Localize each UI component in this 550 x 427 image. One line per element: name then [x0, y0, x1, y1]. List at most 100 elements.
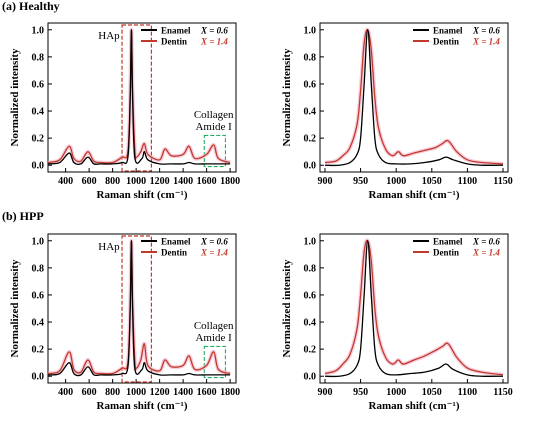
enamel-line	[48, 240, 231, 377]
y-tick-label: 1.0	[32, 25, 45, 36]
y-tick-label: 0.4	[304, 107, 317, 118]
plot-frame	[47, 22, 237, 173]
dentin-line	[324, 28, 504, 165]
legend-x-enamel: X = 0.6	[472, 26, 500, 36]
y-tick-label: 0.8	[304, 52, 317, 63]
x-tick-label: 1000	[126, 387, 146, 398]
y-tick-label: 0.4	[32, 318, 45, 329]
legend-label-dentin: Dentin	[433, 37, 459, 47]
plot-frame	[47, 233, 237, 384]
legend-x-enamel: X = 0.6	[200, 26, 228, 36]
full-spectrum-chart: 0.0 0.2 0.4 0.6 0.8 1.0 400 600 800 1000 1200 1400 1…	[9, 22, 240, 201]
x-tick-label: 1400	[173, 176, 193, 187]
dentin-error-band	[48, 27, 231, 165]
collagen-region-box	[203, 134, 226, 168]
y-tick-label: 0.2	[304, 134, 317, 145]
x-tick-label: 600	[82, 176, 97, 187]
phosphate-region-chart: 0.0 0.2 0.4 0.6 0.8 1.0 900 950 1000 1050 1100 1150…	[281, 233, 513, 412]
legend: Enamel X = 0.6 Dentin X = 1.4	[413, 26, 500, 47]
phosphate-region-chart: 0.0 0.2 0.4 0.6 0.8 1.0 900 950 1000 1050 1100 1150…	[281, 22, 513, 201]
y-tick-label: 0.6	[304, 79, 317, 90]
y-tick-label: 0.6	[304, 290, 317, 301]
dentin-line	[48, 29, 231, 164]
y-tick-label: 0.4	[32, 107, 45, 118]
x-axis-title: Raman shift (cm⁻¹)	[97, 189, 188, 201]
section-label: (b) HPP	[2, 209, 44, 223]
x-tick-label: 800	[105, 176, 120, 187]
x-tick-label: 1150	[493, 387, 512, 398]
y-tick-label: 0.0	[32, 161, 45, 172]
x-tick-label: 1200	[150, 387, 170, 398]
x-tick-label: 1200	[150, 176, 170, 187]
dentin-line	[48, 240, 231, 375]
y-tick-label: 0.8	[32, 52, 45, 63]
series-group	[324, 238, 504, 378]
x-tick-label: 1050	[422, 387, 442, 398]
amide-annotation: Amide I	[195, 121, 232, 133]
y-tick-label: 0.0	[304, 161, 317, 172]
x-axis-title: Raman shift (cm⁻¹)	[369, 189, 460, 201]
dentin-error-band	[324, 238, 504, 377]
legend-label-enamel: Enamel	[161, 26, 191, 36]
dentin-line	[324, 239, 504, 376]
section-label: (a) Healthy	[2, 0, 60, 13]
dentin-error-band	[48, 238, 231, 376]
y-tick-label: 0.8	[32, 263, 45, 274]
y-tick-label: 1.0	[304, 25, 317, 36]
x-tick-label: 800	[105, 387, 120, 398]
amide-annotation: Amide I	[195, 332, 232, 344]
legend-x-dentin: X = 1.4	[200, 37, 228, 47]
x-axis-title: Raman shift (cm⁻¹)	[97, 400, 188, 412]
x-tick-label: 1600	[197, 387, 217, 398]
x-tick-label: 1000	[126, 176, 146, 187]
y-tick-label: 0.2	[304, 345, 317, 356]
x-tick-label: 1000	[386, 176, 406, 187]
y-tick-label: 0.2	[32, 134, 45, 145]
collagen-annotation: Collagen	[194, 320, 234, 332]
y-axis-title: Normalized intensity	[9, 48, 21, 147]
plot-frame	[319, 22, 509, 173]
full-spectrum-chart: 0.0 0.2 0.4 0.6 0.8 1.0 400 600 800 1000 1200 1400 1…	[9, 233, 240, 412]
hap-annotation: HAp	[98, 30, 120, 42]
x-tick-label: 950	[353, 176, 368, 187]
legend-label-enamel: Enamel	[433, 237, 463, 247]
x-tick-label: 1800	[220, 176, 240, 187]
x-tick-label: 1100	[458, 387, 477, 398]
enamel-line	[48, 29, 231, 166]
enamel-line	[324, 240, 504, 378]
legend: Enamel X = 0.6 Dentin X = 1.4	[141, 26, 228, 47]
y-tick-label: 0.0	[304, 372, 317, 383]
x-tick-label: 600	[82, 387, 97, 398]
series-group	[324, 27, 504, 167]
legend-label-enamel: Enamel	[433, 26, 463, 36]
y-tick-label: 0.4	[304, 318, 317, 329]
x-tick-label: 1400	[173, 387, 193, 398]
y-tick-label: 0.6	[32, 290, 45, 301]
legend: Enamel X = 0.6 Dentin X = 1.4	[141, 237, 228, 258]
series-group	[48, 238, 231, 377]
x-tick-label: 1800	[220, 387, 240, 398]
legend-x-enamel: X = 0.6	[200, 237, 228, 247]
x-tick-label: 1000	[386, 387, 406, 398]
y-tick-label: 1.0	[304, 236, 317, 247]
legend-label-enamel: Enamel	[161, 237, 191, 247]
x-tick-label: 1050	[422, 176, 442, 187]
enamel-line	[324, 29, 504, 167]
y-tick-label: 0.8	[304, 263, 317, 274]
hap-region-box	[121, 235, 153, 383]
x-tick-label: 900	[317, 387, 332, 398]
legend: Enamel X = 0.6 Dentin X = 1.4	[413, 237, 500, 258]
hap-annotation: HAp	[98, 241, 120, 253]
legend-x-dentin: X = 1.4	[472, 37, 500, 47]
x-tick-label: 900	[317, 176, 332, 187]
plot-frame	[319, 233, 509, 384]
x-axis-title: Raman shift (cm⁻¹)	[369, 400, 460, 412]
hap-region-box	[121, 24, 153, 172]
y-axis-title: Normalized intensity	[281, 259, 293, 358]
y-tick-label: 0.0	[32, 372, 45, 383]
x-tick-label: 1600	[197, 176, 217, 187]
legend-x-dentin: X = 1.4	[472, 248, 500, 258]
x-tick-label: 1100	[458, 176, 477, 187]
y-axis-title: Normalized intensity	[281, 48, 293, 147]
